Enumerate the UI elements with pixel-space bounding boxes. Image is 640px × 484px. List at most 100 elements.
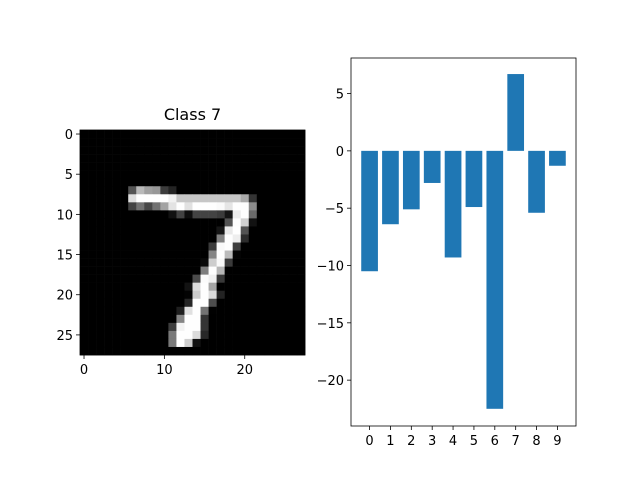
pixel [232,178,242,187]
pixel [104,234,113,243]
pixel [88,234,97,243]
pixel [248,154,258,163]
pixel [248,226,258,235]
pixel [296,154,306,163]
pixel [192,242,201,251]
pixel [280,234,290,243]
pixel [136,338,145,348]
pixel [168,242,177,251]
pixel [144,130,153,139]
pixel [152,226,161,235]
pixel [168,298,177,308]
pixel [256,210,266,219]
pixel [280,314,290,324]
pixel [216,170,225,179]
pixel [88,298,97,308]
bar [423,150,441,183]
pixel [192,226,201,235]
pixel [184,170,193,179]
pixel [240,242,250,251]
pixel [160,346,169,356]
pixel [176,170,185,179]
pixel [200,234,209,243]
pixel [272,298,282,308]
pixel [256,242,266,251]
pixel [80,298,89,308]
pixel [176,194,185,203]
pixel [240,290,250,300]
pixel [96,210,105,219]
pixel [256,234,266,243]
pixel [112,322,121,332]
pixel [200,330,209,340]
pixel [168,130,177,139]
pixel [144,202,153,211]
pixel [144,274,153,283]
pixel [176,162,185,171]
pixel [224,194,233,203]
pixel [288,258,298,267]
pixel [272,266,282,275]
pixel [112,178,121,187]
pixel [88,130,97,139]
pixel [288,242,298,251]
pixel [200,282,209,292]
pixel [128,234,137,243]
pixel [288,226,298,235]
pixel [88,210,97,219]
pixel [144,346,153,356]
pixel [88,242,97,251]
pixel [240,226,250,235]
pixel [112,306,121,316]
pixel [288,290,298,300]
pixel [96,290,105,300]
pixel [152,162,161,171]
pixel [240,322,250,332]
pixel [224,346,233,356]
pixel [104,138,113,147]
pixel [288,202,298,211]
pixel [224,266,233,275]
pixel [296,146,306,155]
pixel [160,314,169,324]
pixel [288,314,298,324]
pixel [80,218,89,227]
pixel [216,314,225,324]
pixel [240,282,250,292]
pixel [224,170,233,179]
pixel [208,218,217,227]
pixel [192,178,201,187]
pixel [96,234,105,243]
pixel [256,298,266,308]
pixel [160,338,169,348]
pixel [296,290,306,300]
pixel [88,186,97,195]
pixel [232,146,242,155]
pixel [288,266,298,275]
pixel [280,250,290,259]
pixel [264,274,274,283]
pixel [152,258,161,267]
pixel [80,242,89,251]
pixel [192,186,201,195]
pixel [280,210,290,219]
pixel [152,146,161,155]
pixel [216,298,225,308]
pixel [96,314,105,324]
pixel [240,146,250,155]
pixel [176,178,185,187]
pixel [184,274,193,283]
pixel [96,306,105,316]
pixel [96,154,105,163]
pixel [144,186,153,195]
pixel [224,338,233,348]
pixel [224,154,233,163]
pixel [264,282,274,292]
pixel [232,226,242,235]
pixel [120,250,129,259]
pixel [232,298,242,308]
pixel [120,130,129,139]
pixel [248,346,258,356]
pixel [96,282,105,292]
pixel [88,258,97,267]
